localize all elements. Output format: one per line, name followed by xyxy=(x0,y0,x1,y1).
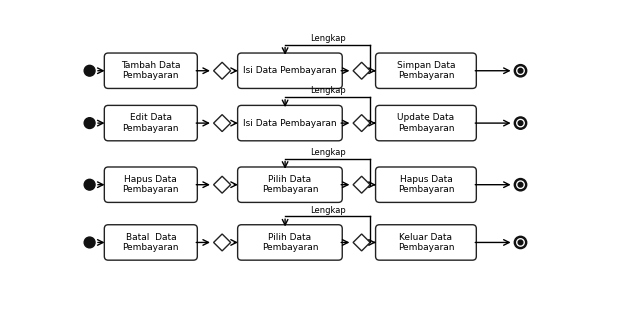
Circle shape xyxy=(84,179,95,190)
Polygon shape xyxy=(214,62,231,79)
Polygon shape xyxy=(214,234,231,251)
FancyBboxPatch shape xyxy=(105,105,197,141)
Text: Isi Data Pembayaran: Isi Data Pembayaran xyxy=(243,66,337,75)
Text: Simpan Data
Pembayaran: Simpan Data Pembayaran xyxy=(397,61,455,80)
Circle shape xyxy=(518,182,523,187)
Circle shape xyxy=(514,236,527,249)
Text: Lengkap: Lengkap xyxy=(310,206,345,215)
Circle shape xyxy=(514,179,527,191)
FancyBboxPatch shape xyxy=(238,53,342,88)
Text: Update Data
Pembayaran: Update Data Pembayaran xyxy=(398,113,454,133)
Circle shape xyxy=(517,67,524,75)
FancyBboxPatch shape xyxy=(238,225,342,260)
Circle shape xyxy=(514,117,527,129)
Polygon shape xyxy=(353,176,370,193)
FancyBboxPatch shape xyxy=(375,105,476,141)
Polygon shape xyxy=(353,234,370,251)
Circle shape xyxy=(84,237,95,248)
Polygon shape xyxy=(353,115,370,132)
Text: Lengkap: Lengkap xyxy=(310,86,345,95)
Text: Lengkap: Lengkap xyxy=(310,148,345,157)
Circle shape xyxy=(517,181,524,188)
Text: Edit Data
Pembayaran: Edit Data Pembayaran xyxy=(123,113,179,133)
Circle shape xyxy=(518,121,523,125)
Circle shape xyxy=(84,118,95,129)
Circle shape xyxy=(84,65,95,76)
Text: Pilih Data
Pembayaran: Pilih Data Pembayaran xyxy=(261,175,318,194)
Text: Tambah Data
Pembayaran: Tambah Data Pembayaran xyxy=(121,61,181,80)
Polygon shape xyxy=(214,115,231,132)
Circle shape xyxy=(514,65,527,77)
FancyBboxPatch shape xyxy=(105,53,197,88)
Text: Hapus Data
Pembayaran: Hapus Data Pembayaran xyxy=(123,175,179,194)
Circle shape xyxy=(518,68,523,73)
FancyBboxPatch shape xyxy=(375,53,476,88)
FancyBboxPatch shape xyxy=(105,225,197,260)
Circle shape xyxy=(517,239,524,246)
FancyBboxPatch shape xyxy=(238,105,342,141)
Text: Isi Data Pembayaran: Isi Data Pembayaran xyxy=(243,119,337,128)
Text: Pilih Data
Pembayaran: Pilih Data Pembayaran xyxy=(261,233,318,252)
Text: Batal  Data
Pembayaran: Batal Data Pembayaran xyxy=(123,233,179,252)
Circle shape xyxy=(518,240,523,245)
FancyBboxPatch shape xyxy=(105,167,197,203)
Polygon shape xyxy=(214,176,231,193)
FancyBboxPatch shape xyxy=(375,167,476,203)
Text: Lengkap: Lengkap xyxy=(310,34,345,43)
Text: Keluar Data
Pembayaran: Keluar Data Pembayaran xyxy=(398,233,454,252)
Circle shape xyxy=(517,119,524,127)
FancyBboxPatch shape xyxy=(238,167,342,203)
Polygon shape xyxy=(353,62,370,79)
Text: Hapus Data
Pembayaran: Hapus Data Pembayaran xyxy=(398,175,454,194)
FancyBboxPatch shape xyxy=(375,225,476,260)
